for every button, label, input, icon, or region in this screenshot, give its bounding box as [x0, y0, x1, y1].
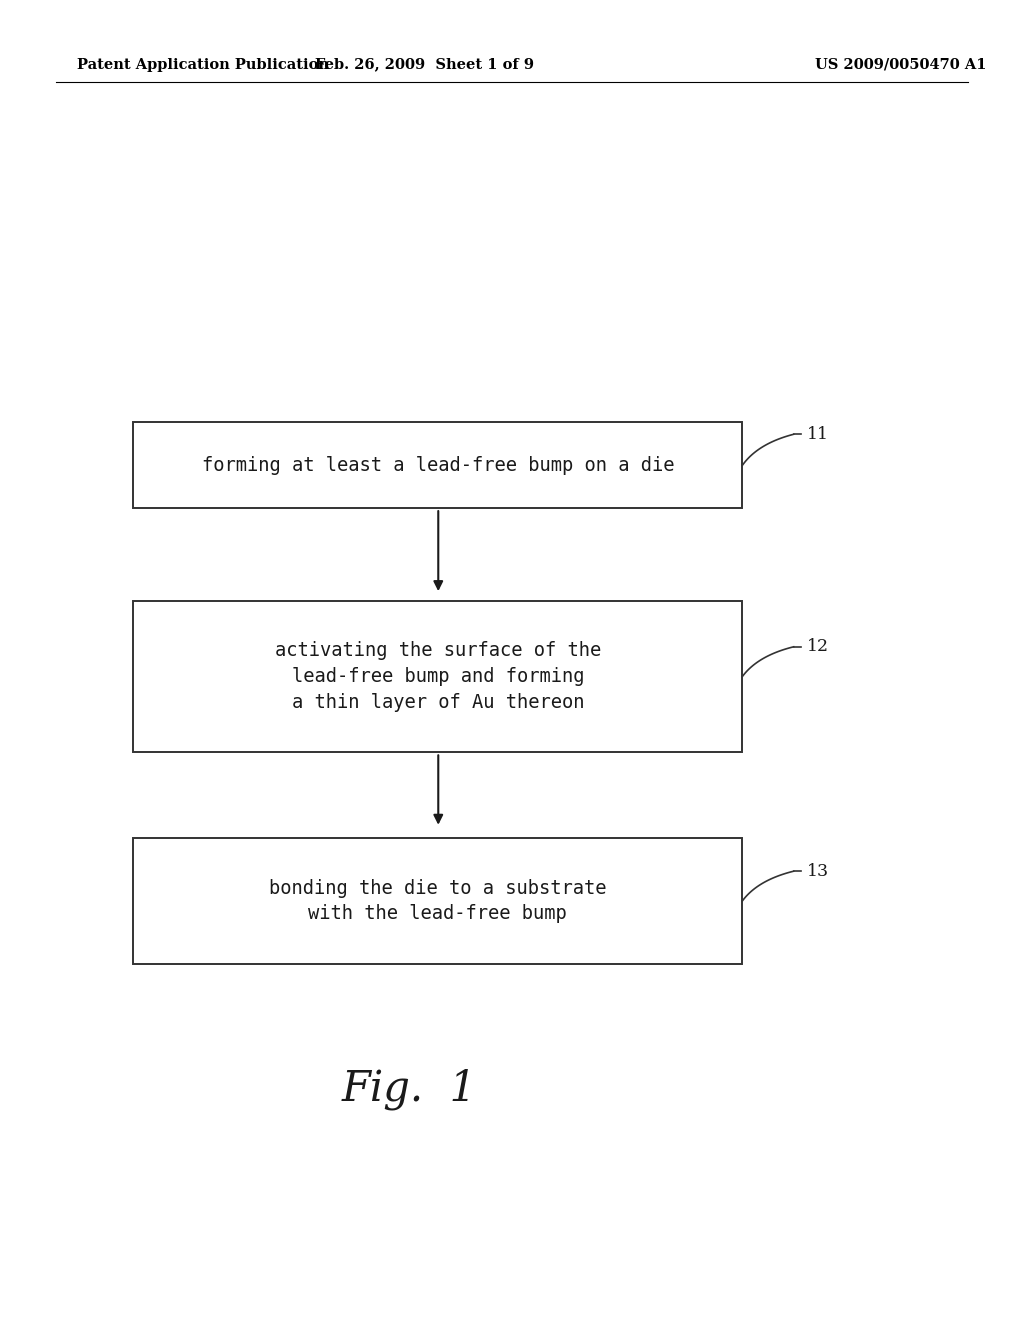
Text: forming at least a lead-free bump on a die: forming at least a lead-free bump on a d…	[202, 455, 674, 475]
Text: Feb. 26, 2009  Sheet 1 of 9: Feb. 26, 2009 Sheet 1 of 9	[315, 58, 535, 71]
Text: activating the surface of the
lead-free bump and forming
a thin layer of Au ther: activating the surface of the lead-free …	[274, 642, 601, 711]
Bar	[133, 422, 742, 508]
Text: 12: 12	[807, 639, 829, 655]
Bar	[133, 838, 742, 964]
Text: US 2009/0050470 A1: US 2009/0050470 A1	[815, 58, 987, 71]
Bar	[133, 601, 742, 752]
Text: Fig.  1: Fig. 1	[342, 1068, 477, 1110]
Text: 13: 13	[807, 863, 829, 879]
Text: Patent Application Publication: Patent Application Publication	[77, 58, 329, 71]
Text: 11: 11	[807, 426, 828, 442]
Text: bonding the die to a substrate
with the lead-free bump: bonding the die to a substrate with the …	[269, 879, 606, 923]
